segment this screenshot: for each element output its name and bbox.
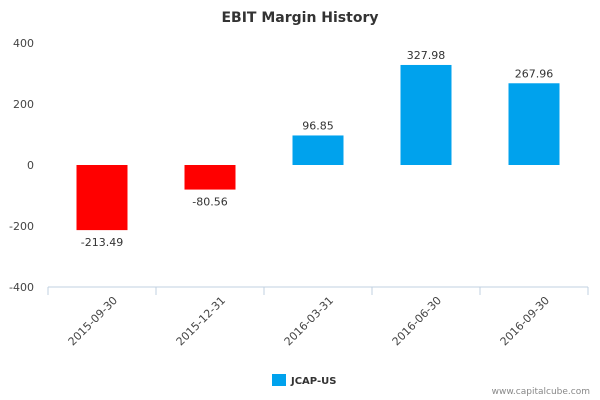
data-label: -80.56	[192, 196, 227, 209]
data-label: 327.98	[407, 49, 446, 62]
bar-2015-12-31[interactable]	[184, 165, 236, 190]
y-tick-label: 0	[27, 159, 34, 172]
bars	[76, 64, 560, 231]
x-tick-label: 2016-06-30	[390, 294, 444, 348]
bar-2016-06-30[interactable]	[400, 64, 452, 165]
x-tick-label: 2015-09-30	[66, 294, 120, 348]
y-tick-label: -400	[9, 281, 34, 294]
y-tick-label: 400	[13, 37, 34, 50]
credit-text: www.capitalcube.com	[492, 387, 590, 397]
bar-2016-09-30[interactable]	[508, 83, 560, 165]
chart-title: EBIT Margin History	[221, 10, 378, 26]
y-axis: 400 200 0 -200 -400	[9, 37, 34, 294]
y-tick-label: -200	[9, 220, 34, 233]
x-tick-label: 2015-12-31	[174, 294, 228, 348]
data-label: 96.85	[302, 119, 334, 132]
data-label: 267.96	[515, 67, 554, 80]
bar-2016-03-31[interactable]	[292, 135, 344, 165]
x-tick-label: 2016-09-30	[498, 294, 552, 348]
data-label: -213.49	[81, 236, 123, 249]
y-tick-label: 200	[13, 98, 34, 111]
legend-label: JCAP-US	[290, 376, 336, 387]
legend[interactable]: JCAP-US	[272, 374, 336, 387]
data-labels: -213.49 -80.56 96.85 327.98 267.96	[81, 49, 553, 249]
bar-2015-09-30[interactable]	[76, 165, 128, 231]
x-axis: 2015-09-30 2015-12-31 2016-03-31 2016-06-30…	[47, 286, 589, 348]
x-tick-label: 2016-03-31	[282, 294, 336, 348]
legend-swatch	[272, 374, 286, 386]
